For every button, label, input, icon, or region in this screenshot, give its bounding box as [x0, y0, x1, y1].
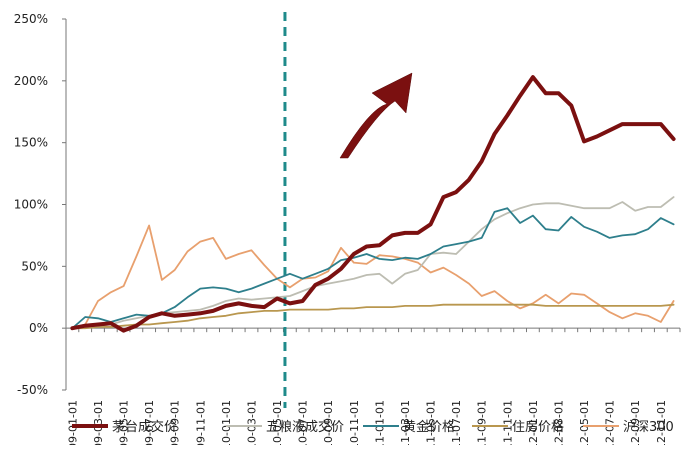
- x-tick-label: 2011-09-01: [476, 400, 489, 445]
- series-line: [71, 207, 675, 330]
- y-tick-label: 50%: [21, 259, 48, 273]
- x-tick-label: 2012-03-01: [552, 400, 565, 445]
- x-tick-label: 2012-05-01: [578, 400, 591, 445]
- x-tick-label: 2010-11-01: [348, 400, 361, 445]
- legend-label: 茅台成交价: [112, 419, 177, 435]
- x-tick-label: 2010-09-01: [322, 400, 335, 445]
- arrow-shape: [339, 72, 413, 159]
- y-axis-ticks: 250% 200% 150% 100% 50% 0% -50%: [14, 12, 48, 397]
- x-tick-label: 2011-03-01: [399, 400, 412, 445]
- y-tick-label: 200%: [14, 74, 48, 88]
- legend-label: 黄金价格: [403, 419, 455, 435]
- y-tick-label: 150%: [14, 136, 48, 150]
- x-tick-label: 2009-05-01: [118, 400, 131, 445]
- series-line: [71, 224, 675, 330]
- series-lines: [70, 75, 676, 333]
- x-tick-label: 2009-09-01: [169, 400, 182, 445]
- x-tick-label: 2010-07-01: [297, 400, 310, 445]
- series-line: [71, 196, 675, 330]
- x-tick-label: 2009-01-01: [66, 400, 79, 445]
- x-tick-label: 2009-07-01: [143, 400, 156, 445]
- legend-label: 住房价格: [512, 419, 564, 435]
- x-axis-ticks: 2009-01-01 2009-03-01 2009-05-01 2009-07-01…: [66, 400, 668, 449]
- legend: 茅台成交价 五粮液成交价 黄金价格 住房价格 沪深300: [72, 419, 674, 435]
- x-tick-label: 2010-05-01: [271, 400, 284, 445]
- trend-arrow-icon: [339, 72, 413, 159]
- y-tick-label: 0%: [29, 321, 48, 335]
- y-tick-label: 250%: [14, 12, 48, 26]
- series-line: [71, 303, 675, 330]
- series-line: [70, 75, 676, 333]
- x-tick-label: 2011-01-01: [373, 400, 386, 445]
- x-tick-label: 2010-01-01: [220, 400, 233, 445]
- x-tick-label: 2012-07-01: [604, 400, 617, 445]
- legend-label: 沪深300: [623, 419, 674, 435]
- x-tick-label: 2011-05-01: [425, 400, 438, 445]
- x-tick-label: 2010-03-01: [245, 400, 258, 445]
- y-tick-label: -50%: [17, 383, 48, 397]
- x-tick-label: 2009-03-01: [92, 400, 105, 445]
- legend-label: 五粮液成交价: [266, 419, 344, 435]
- x-tick-label: 2012-11-01: [655, 400, 668, 445]
- x-tick-label: 2009-11-01: [194, 400, 207, 445]
- x-tick-label: 2011-07-01: [450, 400, 463, 445]
- x-tick-label: 2012-09-01: [629, 400, 642, 445]
- y-tick-label: 100%: [14, 198, 48, 212]
- x-tick-label: 2012-01-01: [527, 400, 540, 445]
- x-tick-label: 2011-11-01: [501, 400, 514, 445]
- axes: [62, 18, 681, 391]
